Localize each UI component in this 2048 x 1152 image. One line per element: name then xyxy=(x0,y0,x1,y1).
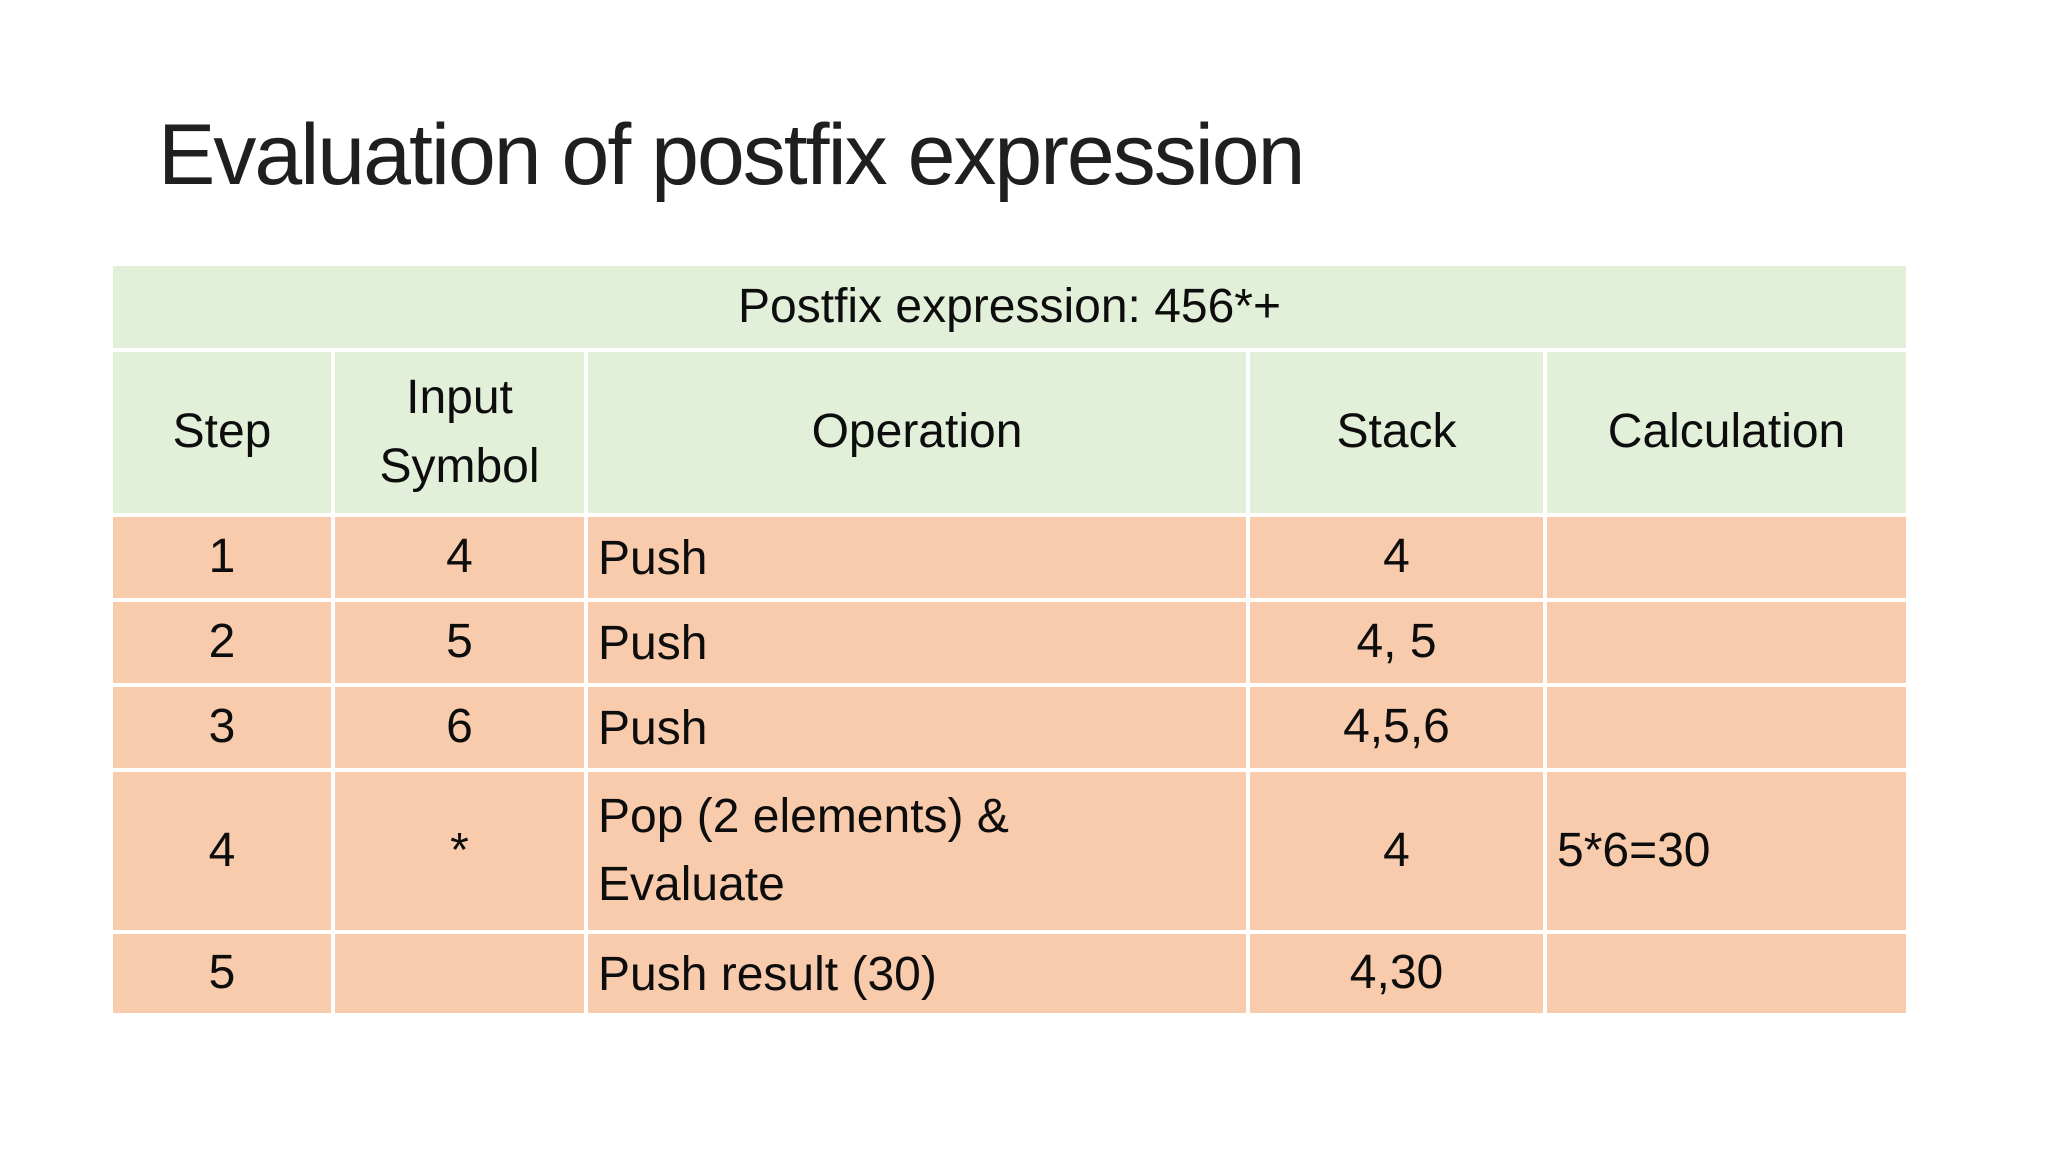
column-header-step: Step xyxy=(109,348,335,517)
cell-operation: Pop (2 elements) & Evaluate xyxy=(584,768,1250,934)
table-row: 2 5 Push 4, 5 xyxy=(109,598,1911,687)
table-row: 4 * Pop (2 elements) & Evaluate 4 5*6=30 xyxy=(109,768,1911,934)
cell-stack: 4 xyxy=(1246,513,1547,602)
table-row: 3 6 Push 4,5,6 xyxy=(109,683,1911,772)
table-row: 5 Push result (30) 4,30 xyxy=(109,930,1911,1017)
cell-input: * xyxy=(331,768,588,934)
slide-title: Evaluation of postfix expression xyxy=(158,107,1305,203)
cell-operation-text: Push result (30) xyxy=(598,947,937,1001)
cell-calculation: 5*6=30 xyxy=(1542,768,1911,934)
cell-input: 4 xyxy=(331,513,588,602)
cell-calculation xyxy=(1542,598,1911,687)
cell-operation: Push xyxy=(584,598,1250,687)
cell-input xyxy=(331,930,588,1017)
column-header-input-symbol: Input Symbol xyxy=(331,348,588,517)
cell-operation-text: Push xyxy=(598,616,708,670)
table-caption-cell: Postfix expression: 456*+ xyxy=(108,262,1911,352)
column-header-stack: Stack xyxy=(1246,348,1547,517)
cell-calculation xyxy=(1542,683,1911,772)
cell-calculation xyxy=(1542,930,1911,1017)
cell-step: 1 xyxy=(109,513,335,602)
cell-stack: 4,5,6 xyxy=(1246,683,1547,772)
cell-operation-text: Push xyxy=(598,701,708,755)
column-header-operation: Operation xyxy=(584,348,1250,517)
cell-operation-text: Pop (2 elements) & Evaluate xyxy=(598,789,1009,911)
cell-operation: Push result (30) xyxy=(584,930,1250,1017)
table-caption-row: Postfix expression: 456*+ xyxy=(108,262,1911,352)
cell-stack: 4 xyxy=(1246,768,1547,934)
cell-step: 4 xyxy=(109,768,335,934)
table-row: 1 4 Push 4 xyxy=(109,513,1911,602)
cell-step: 5 xyxy=(109,930,335,1017)
cell-step: 2 xyxy=(109,598,335,687)
postfix-evaluation-table: Postfix expression: 456*+ Step Input Sym… xyxy=(108,262,1911,1017)
table-header-row: Step Input Symbol Operation Stack Calcul… xyxy=(109,348,1911,517)
cell-operation: Push xyxy=(584,513,1250,602)
cell-operation: Push xyxy=(584,683,1250,772)
column-header-calculation: Calculation xyxy=(1542,348,1911,517)
cell-stack: 4, 5 xyxy=(1246,598,1547,687)
cell-input: 5 xyxy=(331,598,588,687)
cell-input: 6 xyxy=(331,683,588,772)
cell-calculation xyxy=(1542,513,1911,602)
cell-operation-text: Push xyxy=(598,531,708,585)
cell-step: 3 xyxy=(109,683,335,772)
cell-stack: 4,30 xyxy=(1246,930,1547,1017)
